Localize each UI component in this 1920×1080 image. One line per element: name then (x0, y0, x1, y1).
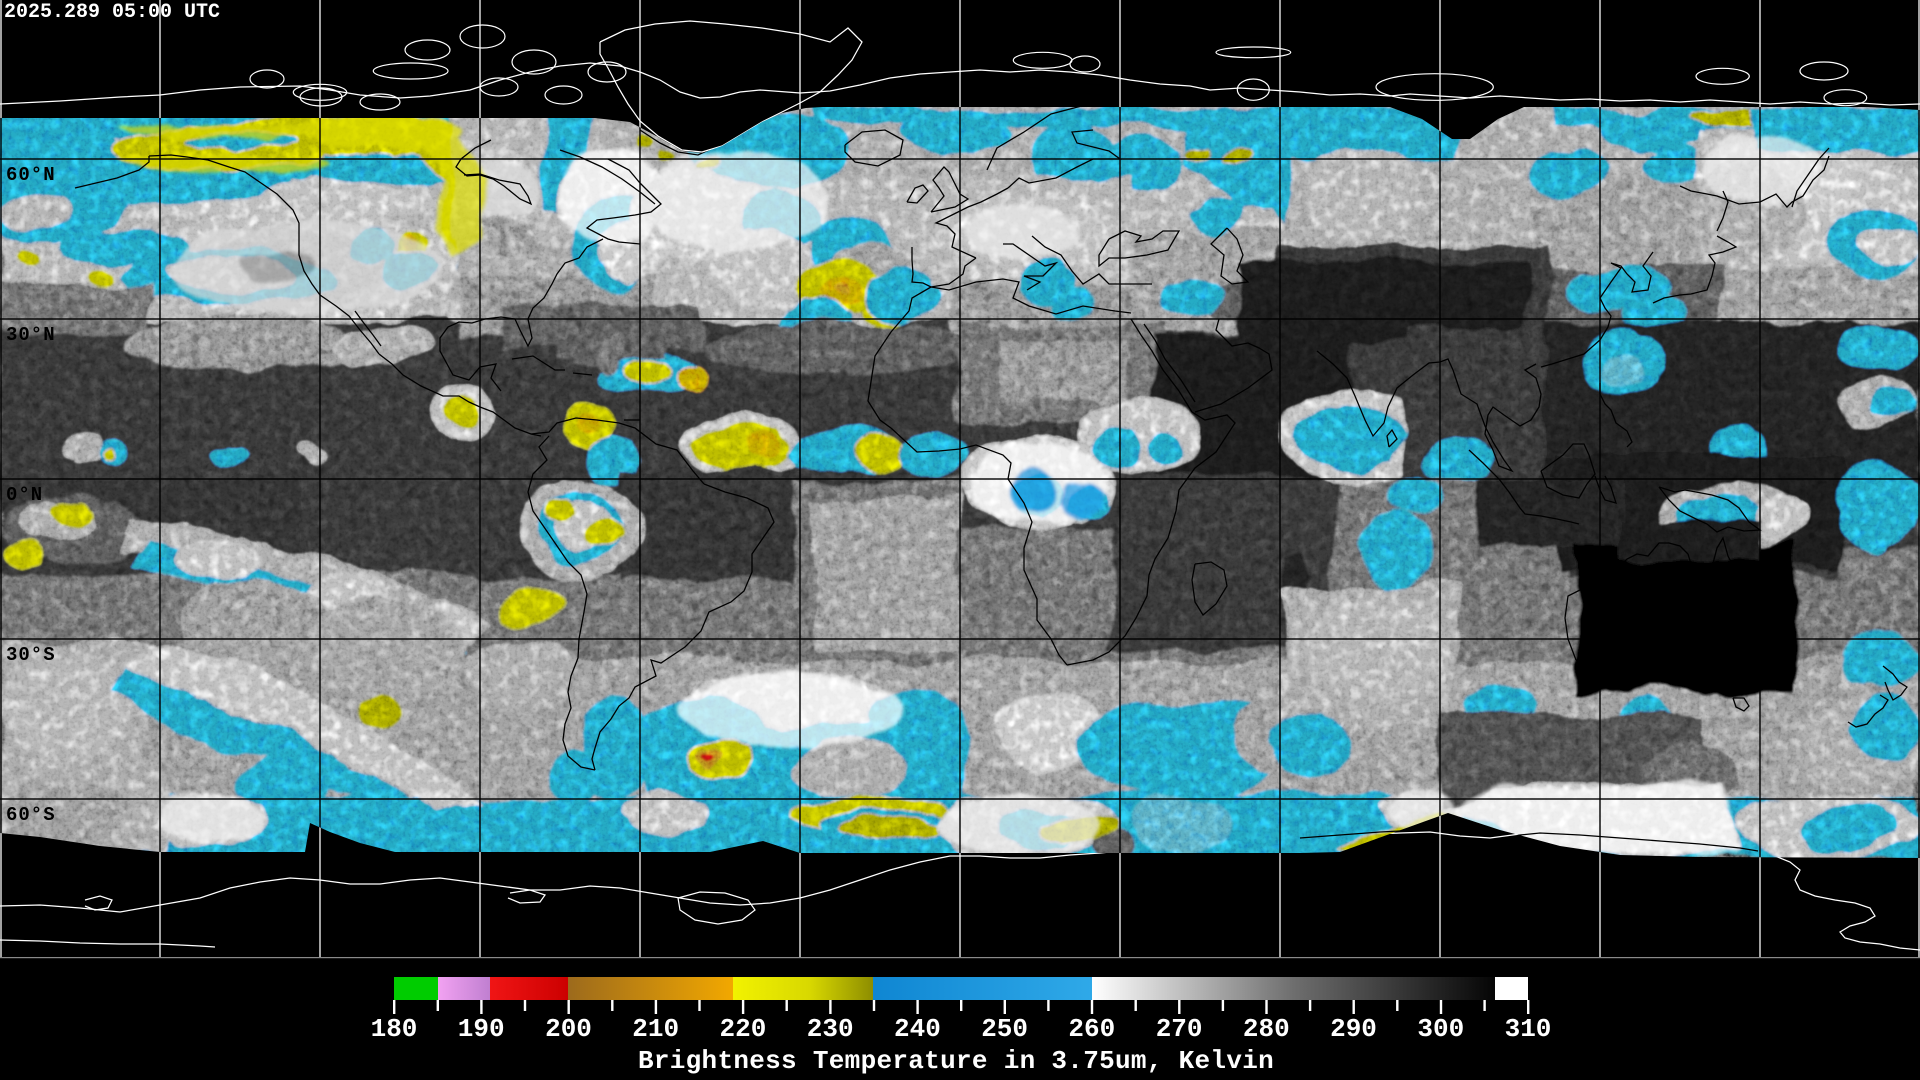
svg-text:260: 260 (1068, 1014, 1115, 1044)
svg-text:300: 300 (1417, 1014, 1464, 1044)
svg-text:60°S: 60°S (6, 804, 56, 826)
svg-text:2025.289 05:00 UTC: 2025.289 05:00 UTC (4, 1, 220, 24)
svg-text:280: 280 (1243, 1014, 1290, 1044)
svg-text:290: 290 (1330, 1014, 1377, 1044)
svg-text:240: 240 (894, 1014, 941, 1044)
svg-text:220: 220 (719, 1014, 766, 1044)
svg-text:0°N: 0°N (6, 484, 43, 506)
svg-text:30°S: 30°S (6, 644, 56, 666)
svg-text:30°N: 30°N (6, 324, 56, 346)
svg-text:200: 200 (545, 1014, 592, 1044)
svg-text:310: 310 (1505, 1014, 1552, 1044)
svg-text:60°N: 60°N (6, 164, 56, 186)
svg-text:210: 210 (632, 1014, 679, 1044)
svg-text:180: 180 (371, 1014, 418, 1044)
svg-text:270: 270 (1156, 1014, 1203, 1044)
svg-text:230: 230 (807, 1014, 854, 1044)
svg-text:250: 250 (981, 1014, 1028, 1044)
svg-text:Brightness Temperature in 3.75: Brightness Temperature in 3.75um, Kelvin (638, 1046, 1274, 1076)
svg-text:190: 190 (458, 1014, 505, 1044)
